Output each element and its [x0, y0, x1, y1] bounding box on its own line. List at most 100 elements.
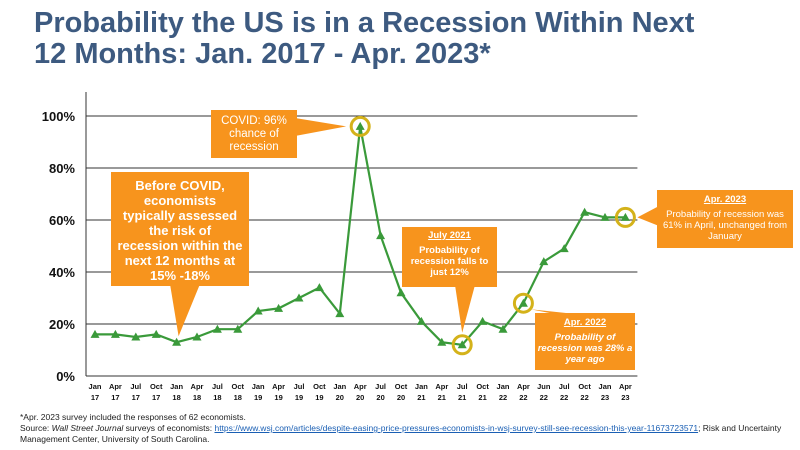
- x-tick-label: Jan: [252, 382, 265, 391]
- callout-before-covid-text: Before COVID, economists typically asses…: [117, 178, 243, 283]
- data-point: [212, 324, 222, 333]
- x-tick-label: 22: [580, 393, 588, 402]
- x-tick-label: 23: [621, 393, 629, 402]
- callout-apr-2023-text: Probability of recession was 61% in Apri…: [662, 209, 788, 242]
- x-tick-label: Jun: [537, 382, 551, 391]
- x-tick-label: Jan: [170, 382, 183, 391]
- x-tick-label: Jan: [497, 382, 510, 391]
- callout-before-covid: Before COVID, economists typically asses…: [111, 172, 249, 286]
- chart-title: Probability the US is in a Recession Wit…: [34, 8, 734, 70]
- data-point: [253, 306, 263, 315]
- footnote-source-suffix: ; Risk and Uncertainty Management Center…: [20, 423, 782, 444]
- callout-pointer: [295, 118, 347, 136]
- footnote: *Apr. 2023 survey included the responses…: [20, 412, 790, 445]
- x-tick-label: Jan: [89, 382, 102, 391]
- callout-jul-2021: July 2021 Probability of recession falls…: [402, 227, 497, 287]
- callout-pointer: [455, 285, 475, 333]
- x-tick-label: Oct: [395, 382, 408, 391]
- data-point: [600, 212, 610, 221]
- data-point: [192, 332, 202, 341]
- x-tick-label: 22: [519, 393, 527, 402]
- highlight-ring: [614, 206, 636, 228]
- data-point: [396, 288, 406, 297]
- y-tick-label: 40%: [49, 265, 75, 280]
- chart-title-line-1: Probability the US is in a Recession Wit…: [34, 7, 695, 39]
- x-tick-label: Jul: [375, 382, 386, 391]
- highlight-ring: [512, 292, 534, 314]
- y-tick-label: 80%: [49, 161, 75, 176]
- callout-jul-2021-text: Probability of recession falls to just 1…: [410, 245, 489, 278]
- highlight-ring: [451, 334, 473, 356]
- footnote-source: Source: Wall Street Journal surveys of e…: [20, 423, 790, 445]
- x-tick-label: 21: [458, 393, 466, 402]
- data-point: [294, 293, 304, 302]
- x-tick-label: 21: [438, 393, 446, 402]
- highlight-ring: [349, 115, 371, 137]
- x-tick-label: Apr: [435, 382, 448, 391]
- x-tick-label: Jan: [333, 382, 346, 391]
- y-tick-label: 20%: [49, 317, 75, 332]
- footnote-source-prefix: Source:: [20, 423, 52, 433]
- x-tick-label: 21: [478, 393, 486, 402]
- x-tick-label: Jul: [130, 382, 141, 391]
- x-tick-label: 18: [213, 393, 221, 402]
- x-tick-label: 21: [417, 393, 425, 402]
- x-tick-label: Oct: [313, 382, 326, 391]
- data-point: [457, 340, 467, 349]
- chart-title-line-2: 12 Months: Jan. 2017 - Apr. 2023*: [34, 38, 491, 70]
- data-point: [376, 231, 386, 240]
- x-tick-label: 20: [356, 393, 364, 402]
- x-tick-label: 22: [540, 393, 548, 402]
- data-point: [274, 303, 284, 312]
- x-tick-label: 17: [152, 393, 160, 402]
- x-tick-label: Jul: [559, 382, 570, 391]
- y-tick-label: 60%: [49, 213, 75, 228]
- x-tick-label: Apr: [354, 382, 367, 391]
- data-point: [151, 329, 161, 338]
- x-tick-label: Jan: [415, 382, 428, 391]
- x-tick-label: 20: [336, 393, 344, 402]
- x-tick-label: 18: [193, 393, 201, 402]
- x-tick-label: Jul: [212, 382, 223, 391]
- x-tick-label: Apr: [191, 382, 204, 391]
- data-point: [416, 316, 426, 325]
- data-point: [131, 332, 141, 341]
- footnote-survey-note: *Apr. 2023 survey included the responses…: [20, 412, 246, 422]
- x-tick-label: Oct: [578, 382, 591, 391]
- data-point: [314, 283, 324, 292]
- x-tick-label: Apr: [272, 382, 285, 391]
- data-point: [233, 324, 243, 333]
- x-tick-label: Jul: [457, 382, 468, 391]
- x-tick-label: Apr: [619, 382, 632, 391]
- x-tick-label: 19: [274, 393, 282, 402]
- footnote-source-journal: Wall Street Journal: [51, 423, 124, 433]
- x-tick-label: 19: [315, 393, 323, 402]
- data-point: [559, 244, 569, 253]
- x-tick-label: 20: [376, 393, 384, 402]
- footnote-source-mid: surveys of economists:: [123, 423, 215, 433]
- x-tick-label: 18: [234, 393, 242, 402]
- data-point: [355, 121, 365, 130]
- x-tick-label: Apr: [517, 382, 530, 391]
- x-tick-label: 22: [499, 393, 507, 402]
- x-tick-label: 17: [91, 393, 99, 402]
- x-tick-label: 19: [295, 393, 303, 402]
- x-tick-label: 17: [132, 393, 140, 402]
- footnote-source-link[interactable]: https://www.wsj.com/articles/despite-eas…: [214, 423, 699, 433]
- data-point: [539, 257, 549, 266]
- x-tick-label: 17: [111, 393, 119, 402]
- data-point: [437, 337, 447, 346]
- x-tick-label: 22: [560, 393, 568, 402]
- data-point: [335, 309, 345, 318]
- callout-pointer: [637, 206, 659, 226]
- data-point: [498, 324, 508, 333]
- x-tick-label: Jan: [599, 382, 612, 391]
- x-tick-label: 19: [254, 393, 262, 402]
- callout-apr-2022-text: Probability of recession was 28% a year …: [537, 332, 633, 365]
- x-tick-label: Oct: [476, 382, 489, 391]
- callout-apr-2023: Apr. 2023 Probability of recession was 6…: [657, 190, 793, 248]
- data-point: [172, 337, 182, 346]
- callout-pointer: [170, 284, 200, 337]
- callout-jul-2021-heading: July 2021: [428, 230, 471, 241]
- x-tick-label: 20: [397, 393, 405, 402]
